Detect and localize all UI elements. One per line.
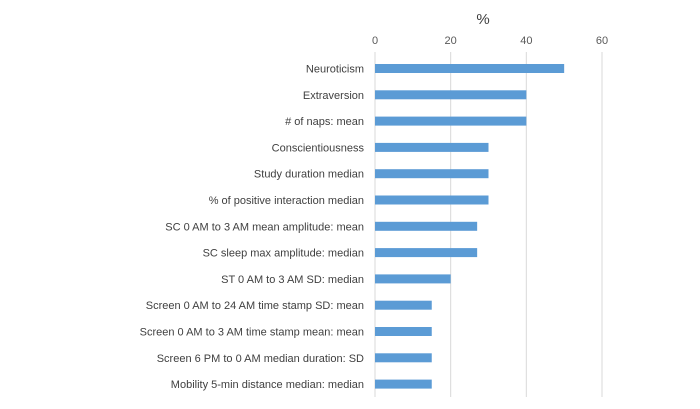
category-label: Neuroticism — [306, 64, 364, 76]
bar — [375, 379, 432, 389]
bar — [375, 221, 478, 231]
category-label: % of positive interaction median — [209, 195, 364, 207]
x-axis-title: % — [476, 11, 489, 28]
category-label: Screen 0 AM to 3 AM time stamp mean: mea… — [140, 327, 364, 339]
category-label: Mobility 5-min distance median: median — [171, 379, 364, 391]
bar — [375, 300, 432, 310]
bar — [375, 248, 478, 258]
category-label: SC sleep max amplitude: median — [203, 248, 364, 260]
bar — [375, 353, 432, 363]
category-label: Screen 0 AM to 24 AM time stamp SD: mean — [146, 300, 364, 312]
bar — [375, 90, 527, 100]
category-label: ST 0 AM to 3 AM SD: median — [221, 274, 364, 286]
bar — [375, 64, 565, 73]
category-label: # of naps: mean — [285, 116, 364, 128]
bar — [375, 327, 432, 336]
category-label: Study duration median — [254, 169, 364, 181]
x-tick-label: 0 — [372, 35, 378, 47]
bar — [375, 274, 451, 284]
bar — [375, 195, 489, 205]
category-label: Screen 6 PM to 0 AM median duration: SD — [157, 353, 364, 365]
x-axis-ticks: 0 20 40 60 — [372, 35, 608, 47]
x-tick-label: 60 — [596, 35, 608, 47]
x-tick-label: 40 — [520, 35, 532, 47]
category-label: Conscientiousness — [272, 142, 365, 154]
bar — [375, 116, 527, 126]
bars — [375, 64, 565, 389]
bar — [375, 169, 489, 179]
category-label: SC 0 AM to 3 AM mean amplitude: mean — [165, 221, 364, 233]
x-tick-label: 20 — [445, 35, 457, 47]
category-label: Extraversion — [303, 90, 364, 102]
category-labels: Neuroticism Extraversion # of naps: mean Co… — [140, 64, 365, 392]
bar — [375, 142, 489, 152]
